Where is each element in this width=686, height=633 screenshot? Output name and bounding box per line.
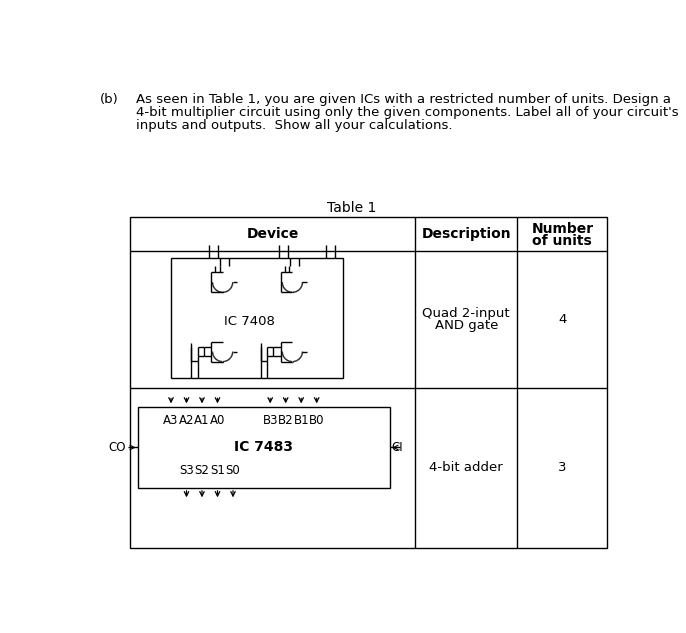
Text: B1: B1	[294, 415, 309, 427]
Text: AND gate: AND gate	[435, 319, 498, 332]
Text: B3: B3	[263, 415, 278, 427]
Text: A1: A1	[194, 415, 210, 427]
Text: 4: 4	[558, 313, 567, 326]
Text: (b): (b)	[99, 93, 119, 106]
Text: 3: 3	[558, 461, 567, 474]
Text: S0: S0	[226, 465, 240, 477]
Text: Table 1: Table 1	[327, 201, 376, 215]
Text: IC 7483: IC 7483	[235, 441, 294, 454]
Text: S3: S3	[179, 465, 194, 477]
Text: Quad 2-input: Quad 2-input	[423, 308, 510, 320]
Text: IC 7408: IC 7408	[224, 315, 274, 329]
Text: B2: B2	[278, 415, 294, 427]
Text: CO: CO	[108, 441, 126, 454]
Text: A3: A3	[163, 415, 178, 427]
Text: Number: Number	[532, 222, 593, 236]
Text: 4-bit adder: 4-bit adder	[429, 461, 503, 474]
Text: A2: A2	[179, 415, 194, 427]
Bar	[171, 258, 343, 378]
Text: S1: S1	[210, 465, 225, 477]
Text: B0: B0	[309, 415, 324, 427]
Text: Description: Description	[421, 227, 511, 241]
Text: Device: Device	[246, 227, 298, 241]
Bar	[139, 407, 390, 488]
Text: S2: S2	[195, 465, 209, 477]
Text: inputs and outputs.  Show all your calculations.: inputs and outputs. Show all your calcul…	[136, 119, 453, 132]
Bar	[130, 217, 607, 548]
Text: A0: A0	[210, 415, 225, 427]
Text: 4-bit multiplier circuit using only the given components. Label all of your circ: 4-bit multiplier circuit using only the …	[136, 106, 678, 119]
Text: CI: CI	[391, 441, 403, 454]
Text: of units: of units	[532, 234, 592, 248]
Text: As seen in Table 1, you are given ICs with a restricted number of units. Design : As seen in Table 1, you are given ICs wi…	[136, 93, 671, 106]
